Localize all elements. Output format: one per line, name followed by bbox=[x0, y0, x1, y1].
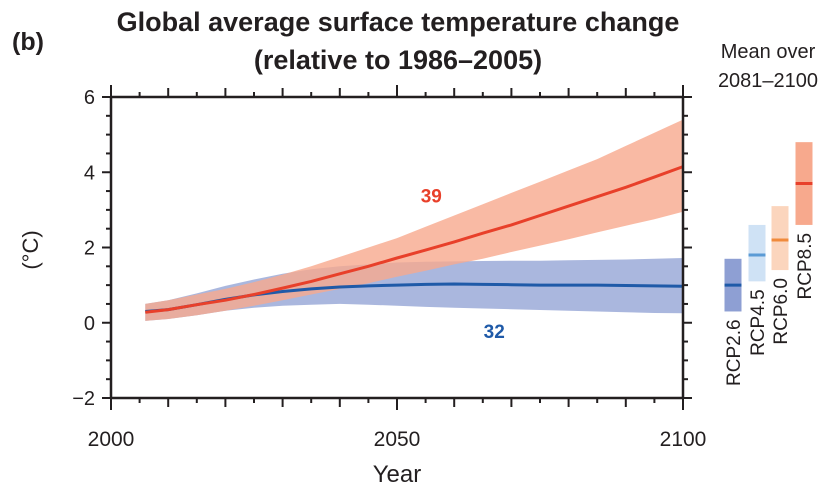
model-count-rcp26: 32 bbox=[484, 322, 505, 343]
y-tick-label: 0 bbox=[84, 313, 95, 335]
x-axis-label: Year bbox=[373, 461, 422, 488]
line-rcp85 bbox=[145, 165, 684, 314]
side-bar-label-rcp85: RCP8.5 bbox=[795, 233, 816, 300]
side-bar-rcp60 bbox=[771, 206, 789, 271]
model-count-rcp85: 39 bbox=[421, 186, 442, 207]
side-bar-label-rcp45: RCP4.5 bbox=[748, 289, 769, 356]
axes: −2 0 2 4 6 2000 2050 2100 bbox=[72, 85, 706, 451]
band-rcp26 bbox=[145, 258, 684, 321]
side-bar-rcp45 bbox=[748, 224, 766, 282]
panel-label: (b) bbox=[12, 28, 44, 56]
y-tick-label: 2 bbox=[84, 238, 95, 260]
band-rcp85 bbox=[145, 119, 684, 321]
x-tick-label: 2050 bbox=[374, 428, 421, 451]
chart-subtitle: (relative to 1986–2005) bbox=[254, 45, 542, 75]
x-tick-label: 2100 bbox=[660, 428, 707, 451]
side-bar-label-rcp60: RCP6.0 bbox=[771, 278, 792, 345]
plot-area bbox=[145, 119, 684, 321]
y-tick-label: 6 bbox=[84, 87, 95, 109]
side-panel-title-line1: Mean over bbox=[721, 41, 816, 63]
y-axis-label: (°C) bbox=[18, 230, 43, 269]
side-bar-label-rcp26: RCP2.6 bbox=[724, 319, 745, 386]
chart-title: Global average surface temperature chang… bbox=[117, 7, 680, 37]
x-tick-label: 2000 bbox=[88, 428, 135, 451]
y-tick-label: −2 bbox=[72, 388, 95, 410]
side-panel-title-line2: 2081–2100 bbox=[718, 70, 818, 92]
y-tick-label: 4 bbox=[84, 162, 95, 184]
